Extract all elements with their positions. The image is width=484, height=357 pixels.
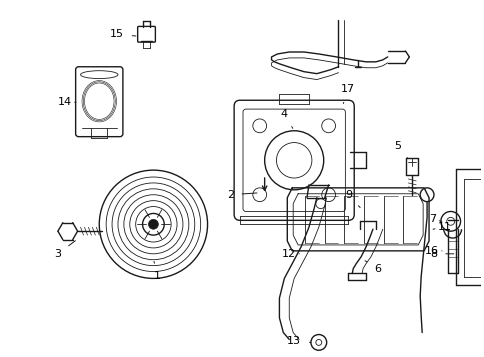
Text: 6: 6 (364, 261, 380, 273)
Text: 16: 16 (424, 246, 441, 256)
Text: 12: 12 (282, 249, 299, 259)
Text: 14: 14 (58, 97, 76, 107)
Text: 10: 10 (0, 356, 1, 357)
Text: 11: 11 (432, 222, 451, 232)
Text: 7: 7 (428, 214, 441, 224)
Text: 8: 8 (429, 249, 453, 259)
Text: 4: 4 (280, 109, 292, 129)
Text: 9: 9 (344, 190, 360, 207)
Text: 5: 5 (393, 141, 407, 158)
Text: 13: 13 (287, 336, 310, 346)
Text: 1: 1 (153, 261, 161, 281)
Text: 17: 17 (341, 84, 355, 104)
Text: 3: 3 (54, 241, 75, 259)
Text: 2: 2 (226, 190, 257, 200)
Circle shape (148, 219, 158, 229)
Text: 15: 15 (110, 29, 136, 39)
